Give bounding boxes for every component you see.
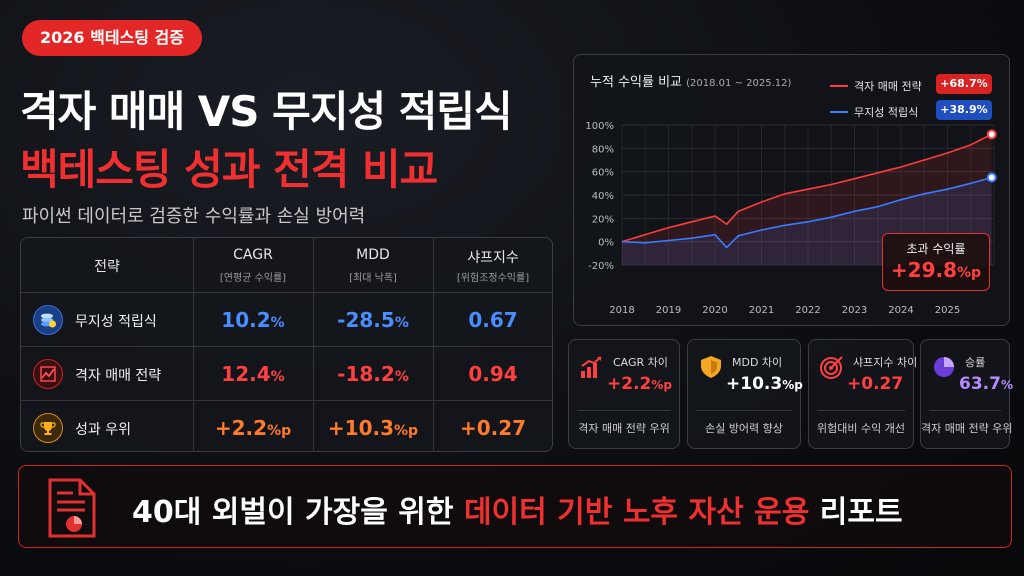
y-tick-label: 100% [585,121,614,132]
card-cagr-diff: CAGR 차이 +2.2%p 격자 매매 전략 우위 [568,339,680,449]
series-end-point [986,172,997,183]
y-tick-label: 80% [592,144,614,155]
coin-stack-icon [33,305,63,335]
y-tick-label: 0% [598,238,614,249]
main-title-line1: 격자 매매 VS 무지성 적립식 [20,87,513,136]
header-sharpe-sub: [위험조정수익률] [456,273,530,284]
y-tick-label: 20% [592,214,614,225]
year-badge: 2026 백테스팅 검증 [22,20,202,56]
header-cagr: CAGR [233,247,273,263]
shield-icon [701,356,721,378]
legend-grid: 격자 매매 전략 [830,78,922,94]
row-label-advantage: 성과 우위 [75,422,131,438]
row-label-dca: 무지성 적립식 [75,314,157,330]
card-win-rate: 승률 63.7% 격자 매매 전략 우위 [920,339,1013,449]
x-tick-label: 2021 [749,305,774,316]
bar-growth-icon [581,356,602,378]
banner-text: 40대 외벌이 가장을 위한 데이터 기반 노후 자산 운용 리포트 [132,495,903,530]
card-cagr-label: CAGR 차이 [613,356,668,369]
legend-grid-value: +68.7% [936,74,992,94]
cell-adv-sharpe: +0.27 [459,416,527,440]
series-line-dca [621,176,992,249]
x-tick-label: 2020 [702,305,727,316]
card-sharpe-diff: 샤프지수 차이 +0.27 위험대비 수익 개선 [808,339,918,449]
card-win-label: 승률 [965,356,986,369]
card-mdd-foot: 손실 방어력 향상 [705,422,783,435]
x-tick-label: 2022 [795,305,820,316]
chart-title: 누적 수익률 비교 (2018.01 ~ 2025.12) [590,75,792,90]
card-sharpe-value: +0.27 [847,374,904,394]
y-tick-label: 60% [592,168,614,179]
series-area-grid [622,134,992,265]
trend-chart-icon [33,359,63,389]
report-banner: 40대 외벌이 가장을 위한 데이터 기반 노후 자산 운용 리포트 [18,465,1012,548]
card-win-value: 63.7% [959,374,1013,394]
x-tick-label: 2025 [935,305,960,316]
cell-dca-sharpe: 0.67 [468,308,518,332]
cumulative-return-chart: 누적 수익률 비교 (2018.01 ~ 2025.12) 격자 매매 전략 +… [573,54,1010,326]
target-icon [820,356,843,379]
excess-return-value: +29.8%p [890,258,982,282]
cell-dca-cagr: 10.2% [221,308,285,332]
series-end-point [986,129,997,140]
header-cagr-sub: [연평균 수익률] [219,273,287,284]
excess-return-box: 초과 수익률 +29.8%p [882,233,990,291]
trophy-icon [33,413,63,443]
card-mdd-diff: MDD 차이 +10.3%p 손실 방어력 향상 [687,339,803,449]
header-mdd: MDD [356,247,390,263]
header-mdd-sub: [최대 낙폭] [349,273,397,284]
x-tick-label: 2024 [888,305,913,316]
header-strategy: 전략 [94,259,120,275]
excess-return-label: 초과 수익률 [906,242,966,256]
y-tick-label: -20% [588,261,614,272]
legend-dca-value: +38.9% [936,100,992,120]
cell-grid-mdd: -18.2% [337,362,409,386]
x-tick-label: 2023 [842,305,867,316]
series-line-grid [621,133,993,243]
legend-dca: 무지성 적립식 [830,104,918,120]
x-tick-label: 2018 [609,305,634,316]
cell-grid-sharpe: 0.94 [468,362,518,386]
card-win-foot: 격자 매매 전략 우위 [921,422,1013,435]
row-label-grid: 격자 매매 전략 [75,368,162,384]
comparison-table: 전략 CAGR [연평균 수익률] MDD [최대 낙폭] 샤프지수 [위험조정… [20,237,553,452]
header-sharpe: 샤프지수 [467,250,519,266]
cell-adv-cagr: +2.2%p [214,416,292,440]
cell-dca-mdd: -28.5% [337,308,409,332]
report-document-icon [48,478,96,538]
card-sharpe-foot: 위험대비 수익 개선 [817,422,905,435]
card-cagr-foot: 격자 매매 전략 우위 [578,422,670,435]
x-tick-label: 2019 [656,305,681,316]
cell-grid-cagr: 12.4% [221,362,285,386]
card-sharpe-label: 샤프지수 차이 [853,356,918,369]
y-tick-label: 40% [592,191,614,202]
subtitle: 파이썬 데이터로 검증한 수익률과 손실 방어력 [22,206,366,227]
card-mdd-value: +10.3%p [726,374,803,394]
card-mdd-label: MDD 차이 [732,356,783,369]
main-title-line2: 백테스팅 성과 전격 비교 [20,145,438,194]
card-cagr-value: +2.2%p [607,374,672,394]
cell-adv-mdd: +10.3%p [327,416,419,440]
pie-icon [934,357,954,377]
